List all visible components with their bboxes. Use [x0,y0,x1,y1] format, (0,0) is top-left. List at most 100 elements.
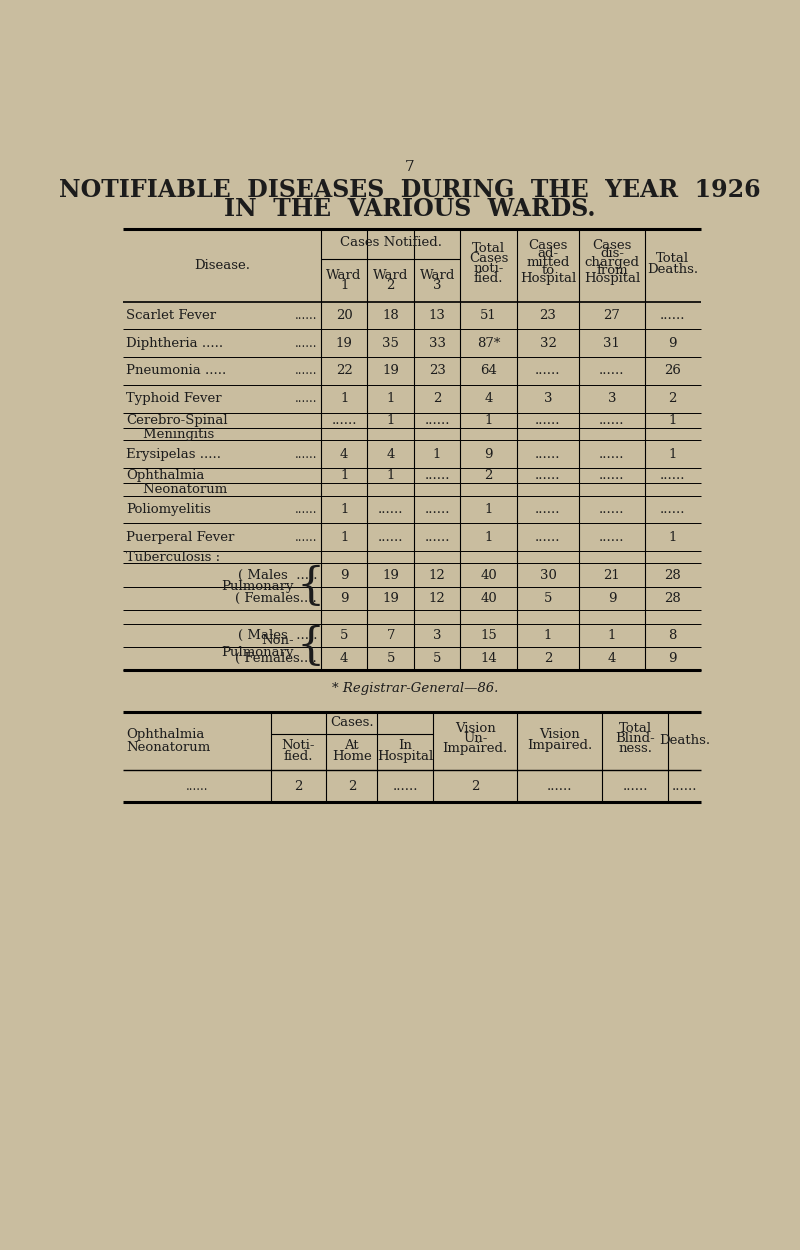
Text: ......: ...... [599,448,625,461]
Text: 1: 1 [485,503,493,516]
Text: ......: ...... [599,531,625,544]
Text: ......: ...... [535,503,561,516]
Text: Total: Total [656,253,690,265]
Text: Scarlet Fever: Scarlet Fever [126,309,217,322]
Text: 4: 4 [485,392,493,405]
Text: Noti-: Noti- [282,739,315,752]
Text: ......: ...... [599,469,625,482]
Text: 87*: 87* [477,336,500,350]
Text: 9: 9 [669,336,677,350]
Text: 2: 2 [485,469,493,482]
Text: ......: ...... [660,469,686,482]
Text: from: from [596,264,628,278]
Text: ......: ...... [424,531,450,544]
Text: 19: 19 [382,591,399,605]
Text: 30: 30 [539,569,556,581]
Text: ness.: ness. [618,742,652,755]
Text: {: { [297,625,325,669]
Text: Hospital: Hospital [584,272,640,285]
Text: ......: ...... [186,780,208,792]
Text: 4: 4 [340,651,348,665]
Text: 1: 1 [433,448,442,461]
Text: ......: ...... [599,365,625,378]
Text: 1: 1 [485,414,493,426]
Text: 8: 8 [669,629,677,641]
Text: Cases: Cases [592,239,631,251]
Text: ......: ...... [547,780,572,792]
Text: Pulmonary: Pulmonary [222,580,294,592]
Text: 1: 1 [340,531,348,544]
Text: 1: 1 [386,469,395,482]
Text: 3: 3 [608,392,616,405]
Text: Cases: Cases [528,239,568,251]
Text: Cases: Cases [469,251,508,265]
Text: Deaths.: Deaths. [658,735,710,748]
Text: 5: 5 [386,651,395,665]
Text: 40: 40 [480,569,497,581]
Text: ......: ...... [331,414,357,426]
Text: Cerebro-Spinal: Cerebro-Spinal [126,414,228,426]
Text: ......: ...... [535,531,561,544]
Text: 31: 31 [603,336,620,350]
Text: ......: ...... [294,531,317,544]
Text: 14: 14 [480,651,497,665]
Text: IN  THE  VARIOUS  WARDS.: IN THE VARIOUS WARDS. [224,198,596,221]
Text: Meningitis: Meningitis [126,428,214,441]
Text: 35: 35 [382,336,399,350]
Text: Pulmonary: Pulmonary [222,646,294,659]
Text: ......: ...... [660,309,686,322]
Text: 1: 1 [608,629,616,641]
Text: Poliomyelitis: Poliomyelitis [126,503,211,516]
Text: 3: 3 [544,392,552,405]
Text: noti-: noti- [474,261,504,275]
Text: In: In [398,739,412,752]
Text: {: { [297,565,325,609]
Text: At: At [345,739,359,752]
Text: ad-: ad- [538,248,558,260]
Text: 64: 64 [480,365,497,378]
Text: 13: 13 [429,309,446,322]
Text: 2: 2 [348,780,356,792]
Text: Deaths.: Deaths. [647,264,698,276]
Text: ......: ...... [294,392,317,405]
Text: ......: ...... [294,309,317,322]
Text: Cases.: Cases. [330,716,374,730]
Text: Hospital: Hospital [520,272,576,285]
Text: 26: 26 [664,365,681,378]
Text: Home: Home [332,750,372,762]
Text: ( Males  .....: ( Males ..... [238,629,317,641]
Text: 9: 9 [340,591,348,605]
Text: 9: 9 [669,651,677,665]
Text: ......: ...... [622,780,648,792]
Text: 4: 4 [386,448,395,461]
Text: Ophthalmia: Ophthalmia [126,469,205,482]
Text: dis-: dis- [600,248,624,260]
Text: fied.: fied. [284,750,313,762]
Text: 7: 7 [405,160,415,174]
Text: Vision: Vision [454,722,495,735]
Text: ......: ...... [599,414,625,426]
Text: ......: ...... [294,503,317,516]
Text: 23: 23 [539,309,556,322]
Text: Pneumonia .....: Pneumonia ..... [126,365,226,378]
Text: 1: 1 [386,392,395,405]
Text: Ward: Ward [419,269,455,281]
Text: 20: 20 [336,309,353,322]
Text: 5: 5 [544,591,552,605]
Text: 5: 5 [433,651,442,665]
Text: 3: 3 [433,280,442,292]
Text: 1: 1 [544,629,552,641]
Text: 2: 2 [669,392,677,405]
Text: 19: 19 [382,569,399,581]
Text: Total: Total [472,241,506,255]
Text: 1: 1 [669,448,677,461]
Text: Vision: Vision [539,729,580,741]
Text: Total: Total [618,722,652,735]
Text: 27: 27 [603,309,620,322]
Text: ......: ...... [535,469,561,482]
Text: ......: ...... [535,414,561,426]
Text: ......: ...... [535,365,561,378]
Text: Ward: Ward [326,269,362,281]
Text: 51: 51 [480,309,497,322]
Text: ......: ...... [378,503,403,516]
